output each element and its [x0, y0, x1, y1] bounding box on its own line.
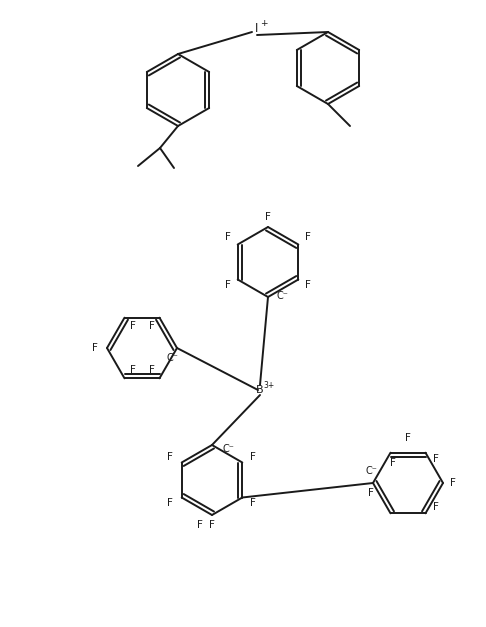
Text: F: F [390, 458, 396, 468]
Text: F: F [197, 520, 203, 530]
Text: F: F [149, 366, 155, 376]
Text: F: F [368, 488, 374, 498]
Text: F: F [305, 231, 311, 241]
Text: F: F [130, 366, 136, 376]
Text: C⁻: C⁻ [222, 444, 234, 454]
Text: F: F [433, 502, 438, 512]
Text: F: F [265, 212, 271, 222]
Text: F: F [209, 520, 215, 530]
Text: F: F [149, 320, 155, 330]
Text: F: F [250, 453, 256, 463]
Text: +: + [260, 19, 268, 28]
Text: C⁻: C⁻ [166, 353, 178, 363]
Text: F: F [433, 454, 438, 464]
Text: F: F [225, 231, 231, 241]
Text: F: F [405, 433, 411, 443]
Text: F: F [167, 453, 173, 463]
Text: 3+: 3+ [263, 381, 275, 389]
Text: F: F [167, 497, 173, 507]
Text: C⁻: C⁻ [276, 291, 288, 301]
Text: C⁻: C⁻ [365, 466, 377, 476]
Text: F: F [92, 343, 98, 353]
Text: F: F [250, 497, 256, 507]
Text: F: F [225, 280, 231, 290]
Text: I: I [255, 23, 259, 36]
Text: F: F [305, 280, 311, 290]
Text: B: B [256, 385, 264, 395]
Text: F: F [450, 478, 456, 488]
Text: F: F [130, 320, 136, 330]
